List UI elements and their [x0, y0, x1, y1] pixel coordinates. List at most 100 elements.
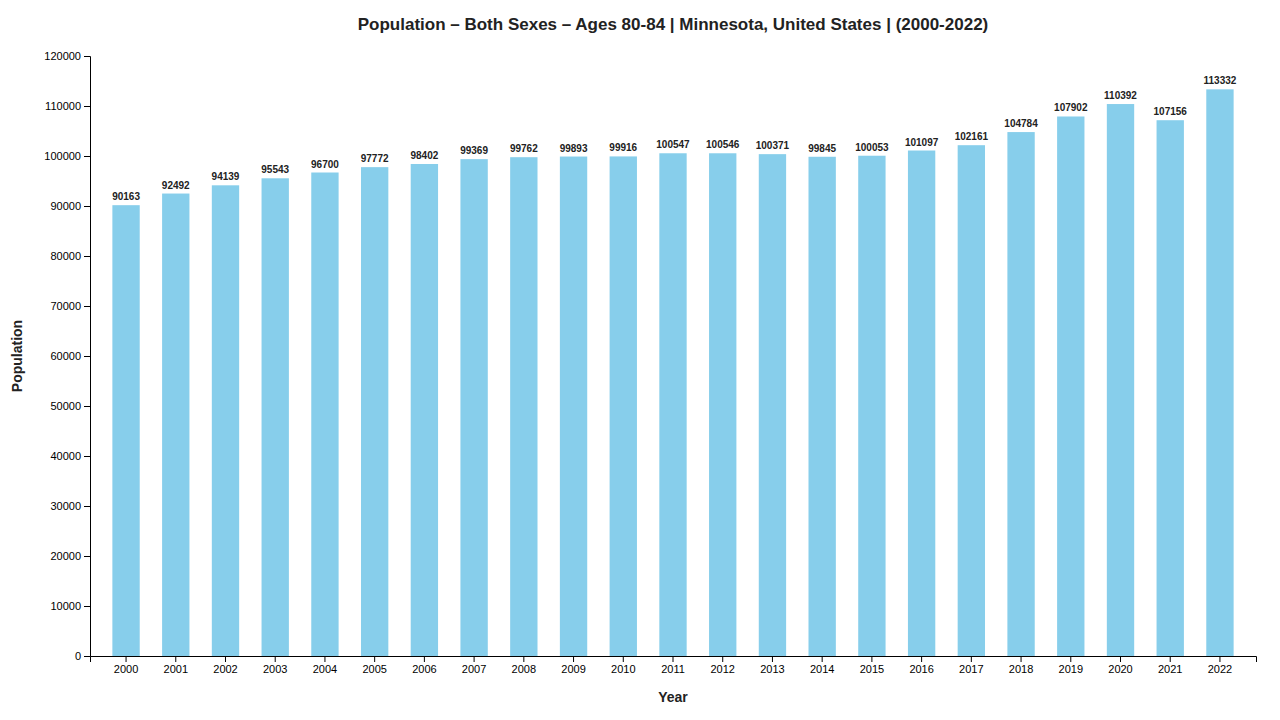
- bar: [709, 153, 736, 656]
- x-tick-mark: [324, 656, 325, 662]
- y-tick-label: 90000: [50, 200, 81, 212]
- x-tick-mark: [772, 656, 773, 662]
- x-tick: 2017: [959, 656, 983, 675]
- x-tick: 2004: [313, 656, 337, 675]
- data-label: 107156: [1154, 106, 1188, 117]
- bar: [1157, 120, 1184, 656]
- x-tick-label: 2013: [760, 663, 784, 675]
- x-tick-mark: [1070, 656, 1071, 662]
- data-label: 110392: [1104, 90, 1137, 101]
- x-tick-label: 2011: [661, 663, 685, 675]
- bars: [112, 89, 1233, 656]
- bar: [311, 173, 338, 657]
- x-axis-title: Year: [658, 689, 688, 705]
- bar: [162, 194, 189, 656]
- y-axis-title: Population: [9, 320, 25, 392]
- y-tick-mark: [84, 556, 90, 557]
- y-tick-label: 50000: [50, 400, 81, 412]
- bar: [659, 153, 686, 656]
- y-tick-mark: [84, 306, 90, 307]
- bar: [858, 156, 885, 656]
- x-tick-mark: [822, 656, 823, 662]
- data-label: 90163: [112, 191, 140, 202]
- bar: [212, 185, 239, 656]
- x-tick-label: 2014: [810, 663, 834, 675]
- y-tick-mark: [84, 56, 90, 57]
- x-tick-label: 2022: [1208, 663, 1232, 675]
- data-label: 99916: [609, 142, 637, 153]
- x-tick-mark: [623, 656, 624, 662]
- y-tick-mark: [84, 406, 90, 407]
- x-tick-label: 2010: [611, 663, 635, 675]
- x-tick: 2012: [710, 656, 734, 675]
- y-tick: 0: [75, 650, 90, 662]
- x-tick-label: 2001: [164, 663, 188, 675]
- y-tick: 110000: [45, 100, 90, 112]
- y-tick-mark: [84, 256, 90, 257]
- bar: [262, 178, 289, 656]
- data-label: 113332: [1204, 75, 1237, 86]
- data-label: 102161: [955, 131, 989, 142]
- bar: [560, 157, 587, 656]
- x-tick-label: 2020: [1108, 663, 1132, 675]
- x-tick-mark: [126, 656, 127, 662]
- y-tick-mark: [84, 206, 90, 207]
- x-tick-mark: [275, 656, 276, 662]
- bar: [1107, 104, 1134, 656]
- y-tick: 40000: [50, 450, 90, 462]
- y-tick-label: 70000: [50, 300, 81, 312]
- x-tick-label: 2000: [114, 663, 138, 675]
- bar: [908, 151, 935, 656]
- data-label: 104784: [1004, 118, 1038, 129]
- x-tick: 2000: [114, 656, 138, 675]
- bar: [808, 157, 835, 656]
- x-tick-label: 2017: [959, 663, 983, 675]
- bar: [510, 157, 537, 656]
- y-tick-label: 110000: [45, 100, 81, 112]
- x-tick-label: 2003: [263, 663, 287, 675]
- bar: [112, 205, 139, 656]
- x-tick-label: 2012: [710, 663, 734, 675]
- data-label: 100053: [855, 142, 889, 153]
- data-label: 99845: [808, 143, 836, 154]
- x-tick-label: 2018: [1009, 663, 1033, 675]
- data-label: 99893: [560, 143, 588, 154]
- data-label: 97772: [361, 153, 389, 164]
- x-tick-mark: [374, 656, 375, 662]
- x-tick: 2010: [611, 656, 635, 675]
- x-tick: 2022: [1208, 656, 1232, 675]
- x-tick-mark: [673, 656, 674, 662]
- bar: [1007, 132, 1034, 656]
- y-tick: 20000: [50, 550, 90, 562]
- bar: [610, 156, 637, 656]
- x-tick: 2001: [164, 656, 188, 675]
- y-tick-label: 100000: [44, 150, 81, 162]
- x-tick: 2006: [412, 656, 436, 675]
- bar: [759, 154, 786, 656]
- x-tick-label: 2016: [909, 663, 933, 675]
- y-tick-label: 0: [75, 650, 81, 662]
- data-label: 92492: [162, 180, 190, 191]
- x-tick-label: 2015: [860, 663, 884, 675]
- x-tick-label: 2002: [213, 663, 237, 675]
- x-tick-mark: [474, 656, 475, 662]
- bar: [411, 164, 438, 656]
- y-tick: 100000: [44, 150, 90, 162]
- x-tick: 2011: [661, 656, 685, 675]
- data-labels: 9016392492941399554396700977729840299369…: [112, 75, 1237, 202]
- y-tick-label: 30000: [50, 500, 81, 512]
- x-tick-label: 2005: [362, 663, 386, 675]
- x-tick-mark: [175, 656, 176, 662]
- x-tick-mark: [722, 656, 723, 662]
- y-tick-mark: [84, 456, 90, 457]
- y-tick: 90000: [50, 200, 90, 212]
- bar: [958, 145, 985, 656]
- data-label: 99762: [510, 143, 538, 154]
- chart-svg: Population – Both Sexes – Ages 80-84 | M…: [0, 0, 1280, 720]
- x-tick: 2021: [1158, 656, 1182, 675]
- y-tick: 120000: [44, 50, 90, 62]
- x-axis: 2000200120022003200420052006200720082009…: [91, 656, 1257, 675]
- bar: [460, 159, 487, 656]
- x-axis-line: [91, 657, 1257, 663]
- y-tick-label: 80000: [50, 250, 81, 262]
